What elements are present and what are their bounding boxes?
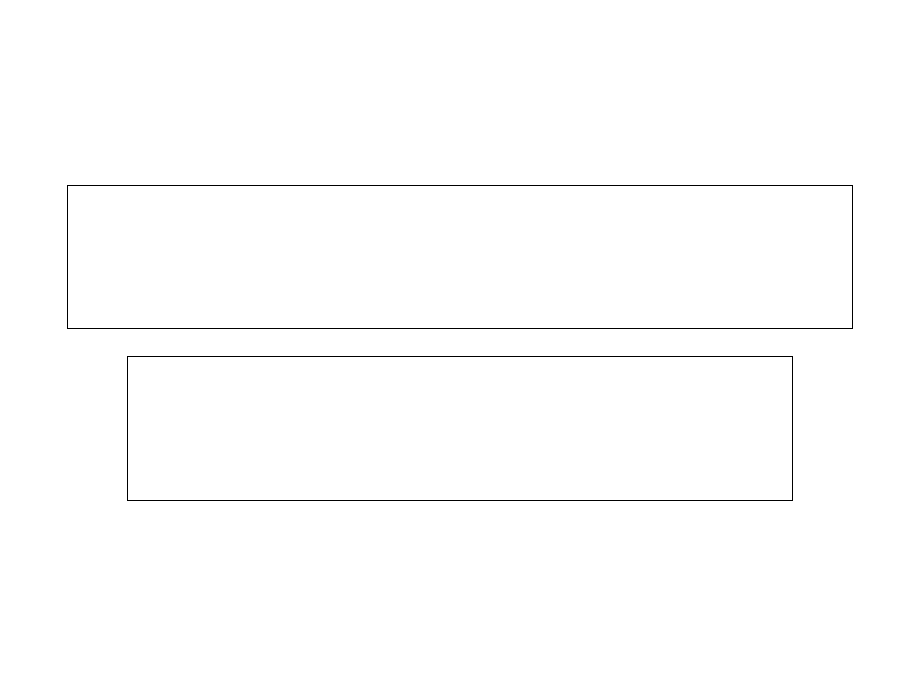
rectangle-top [67, 185, 853, 329]
rectangle-bottom [127, 356, 793, 501]
